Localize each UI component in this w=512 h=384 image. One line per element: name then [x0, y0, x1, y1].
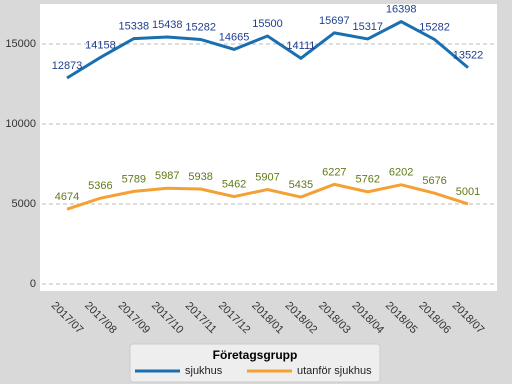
plot-area — [40, 4, 497, 291]
series-line — [66, 19, 469, 80]
data-label: 5462 — [222, 179, 246, 191]
data-label: 14111 — [286, 40, 315, 52]
y-tick-label: 10000 — [5, 118, 36, 130]
data-label: 5001 — [456, 186, 480, 198]
data-label: 5762 — [356, 174, 380, 186]
legend-label: sjukhus — [185, 365, 223, 377]
data-label: 5789 — [122, 173, 146, 185]
data-label: 14665 — [219, 31, 250, 43]
y-tick-label: 5000 — [12, 198, 36, 210]
legend-label: utanför sjukhus — [297, 365, 372, 377]
data-label: 15282 — [185, 21, 216, 33]
data-label: 15282 — [419, 21, 450, 33]
data-label: 6202 — [389, 167, 413, 179]
data-label: 5907 — [255, 171, 279, 183]
data-label: 4674 — [55, 191, 79, 203]
series-line — [66, 182, 469, 211]
data-label: 15317 — [352, 21, 383, 33]
data-label: 5435 — [289, 179, 313, 191]
data-label: 15697 — [319, 15, 350, 27]
y-tick-label: 0 — [30, 278, 36, 290]
legend-box — [129, 343, 381, 383]
data-label: 15338 — [119, 20, 150, 32]
data-label: 16398 — [386, 4, 417, 16]
data-label: 6227 — [322, 166, 346, 178]
data-label: 5676 — [422, 175, 446, 187]
data-label: 5938 — [188, 171, 212, 183]
data-label: 13522 — [453, 50, 484, 62]
data-label: 12873 — [52, 60, 83, 72]
y-tick-label: 15000 — [5, 38, 36, 50]
data-label: 15438 — [152, 19, 183, 31]
data-label: 5987 — [155, 170, 179, 182]
data-label: 14158 — [85, 39, 116, 51]
legend-title: Företagsgrupp — [213, 348, 298, 362]
data-label: 5366 — [88, 180, 112, 192]
data-label: 15500 — [252, 18, 283, 30]
